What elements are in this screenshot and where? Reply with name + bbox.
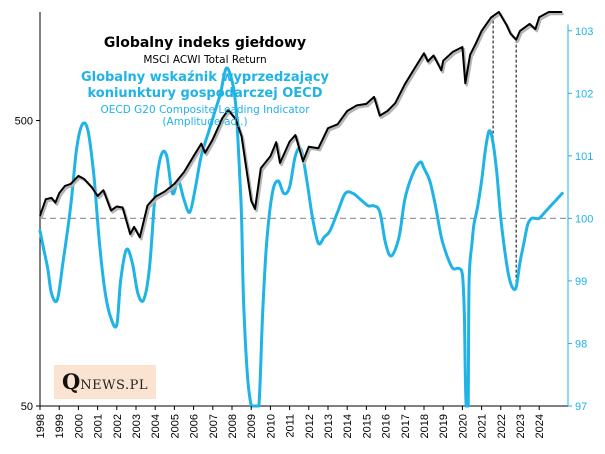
x-tick-label-2020: 2020: [457, 414, 469, 438]
axes: [39, 12, 569, 407]
logo-text: NEWS.PL: [80, 378, 148, 393]
x-tick-label-2014: 2014: [342, 414, 354, 438]
marker-lines: [492, 15, 517, 288]
legend-title-cli-line1: Globalny wskaźnik wyprzedzający: [80, 69, 330, 85]
x-tick-label-2022: 2022: [496, 414, 508, 438]
right-tick-label-97: 97: [575, 401, 587, 413]
right-tick-label-103: 103: [575, 26, 593, 38]
qnews-logo: QNEWS.PL: [54, 365, 156, 399]
x-tick-label-2023: 2023: [515, 414, 527, 438]
logo-initial: Q: [62, 369, 81, 394]
series-oecd-cli: [38, 66, 564, 408]
x-tick-label-1998: 1998: [35, 414, 47, 438]
legend-subtitle-stock: MSCI ACWI Total Return: [143, 54, 267, 67]
x-tick-label-2002: 2002: [112, 414, 124, 438]
x-tick-label-2000: 2000: [73, 414, 85, 438]
x-tick-label-2007: 2007: [208, 414, 220, 438]
x-tick-label-2004: 2004: [150, 414, 162, 438]
legend-subtitle-cli-line2: (Amplitude-adj.): [162, 116, 248, 129]
x-tick-label-2021: 2021: [477, 414, 489, 438]
x-tick-label-2008: 2008: [227, 414, 239, 438]
x-tick-label-2005: 2005: [169, 414, 181, 438]
stock-line: [39, 11, 563, 239]
x-tick-label-2018: 2018: [419, 414, 431, 438]
left-tick-label-500: 500: [15, 116, 33, 128]
right-tick-label-100: 100: [575, 213, 593, 225]
legend: Globalny indeks giełdowy MSCI ACWI Total…: [60, 35, 350, 129]
cli-line: [38, 66, 564, 408]
x-tick-label-2016: 2016: [381, 414, 393, 438]
x-tick-label-2009: 2009: [246, 414, 258, 438]
x-tick-label-2003: 2003: [131, 414, 143, 438]
x-tick-label-2010: 2010: [265, 414, 277, 438]
right-tick-label-99: 99: [575, 276, 587, 288]
x-tick-label-2006: 2006: [189, 414, 201, 438]
x-tick-label-2019: 2019: [438, 414, 450, 438]
x-tick-label-2012: 2012: [304, 414, 316, 438]
series-msci-acwi: [39, 11, 564, 241]
x-tick-label-2001: 2001: [93, 414, 105, 438]
x-tick-label-2011: 2011: [285, 414, 297, 438]
legend-subtitle-cli-line1: OECD G20 Composite Leading Indicator: [100, 103, 310, 116]
x-tick-label-2013: 2013: [323, 414, 335, 438]
legend-title-cli-line2: koniunktury gospodarczej OECD: [87, 85, 323, 101]
right-tick-label-101: 101: [575, 151, 593, 163]
stock-line-shadow: [40, 12, 564, 241]
right-tick-label-102: 102: [575, 88, 593, 100]
x-tick-label-2015: 2015: [361, 414, 373, 438]
legend-title-stock: Globalny indeks giełdowy: [103, 35, 307, 51]
right-tick-label-98: 98: [575, 338, 587, 350]
x-tick-label-2017: 2017: [400, 414, 412, 438]
left-tick-label-50: 50: [21, 401, 33, 413]
x-tick-label-1999: 1999: [54, 414, 66, 438]
ticks: 50 500 97 98 99 100 101 102 103 1998 1999 2000 2001 2…: [15, 26, 594, 439]
x-tick-label-2024: 2024: [534, 414, 546, 438]
